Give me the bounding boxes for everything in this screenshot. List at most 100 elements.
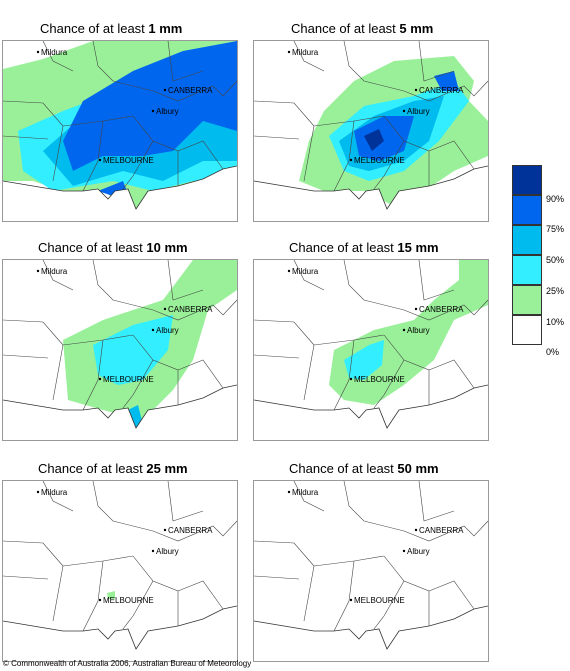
district-boundary: [3, 135, 49, 140]
city-label-mildura: Mildura: [292, 48, 319, 57]
district-boundary: [3, 319, 64, 401]
district-boundary: [383, 334, 430, 405]
city-label-albury: Albury: [156, 107, 179, 116]
district-boundary: [82, 339, 104, 411]
district-boundary: [92, 481, 237, 542]
legend-box-75: [512, 195, 542, 225]
district-boundary: [132, 334, 179, 405]
city-marker-canberra: [414, 307, 418, 311]
district-boundary: [254, 135, 300, 140]
city-label-mildura: Mildura: [41, 267, 68, 276]
city-marker-albury: [151, 328, 155, 332]
district-boundary: [333, 560, 355, 632]
district-boundary: [42, 260, 74, 291]
city-marker-canberra: [163, 307, 167, 311]
district-boundary: [383, 555, 430, 626]
coastline: [3, 605, 237, 650]
map-5mm-svg: Mildura CANBERRA Albury MELBOURNE: [254, 41, 488, 221]
city-marker-mildura: [287, 50, 291, 54]
probability-region: [434, 71, 459, 91]
district-boundary: [82, 120, 104, 192]
city-label-melbourne: MELBOURNE: [103, 375, 154, 384]
probability-region: [364, 129, 384, 151]
city-label-albury: Albury: [407, 326, 430, 335]
legend-box-0: [512, 315, 542, 345]
city-label-albury: Albury: [407, 547, 430, 556]
district-boundary: [167, 481, 204, 522]
city-marker-melbourne: [349, 377, 353, 381]
legend-box-50: [512, 225, 542, 255]
city-marker-melbourne: [349, 158, 353, 162]
city-label-canberra: CANBERRA: [419, 526, 464, 535]
sea-area: [3, 166, 237, 221]
legend-label-25: 25%: [546, 286, 565, 296]
map-10mm-svg: Mildura CANBERRA Albury MELBOURNE: [3, 260, 237, 440]
panel-title-15mm: Chance of at least 15 mm: [289, 240, 439, 255]
map-50mm: Mildura CANBERRA Albury MELBOURNE: [253, 480, 489, 662]
city-label-melbourne: MELBOURNE: [354, 156, 405, 165]
city-marker-mildura: [287, 269, 291, 273]
city-label-canberra: CANBERRA: [168, 86, 213, 95]
city-marker-mildura: [36, 490, 40, 494]
district-boundary: [3, 540, 64, 622]
city-marker-melbourne: [98, 158, 102, 162]
city-label-melbourne: MELBOURNE: [354, 596, 405, 605]
coastline: [254, 605, 488, 650]
city-label-mildura: Mildura: [41, 488, 68, 497]
district-boundary: [254, 319, 315, 401]
district-boundary: [343, 41, 488, 102]
copyright-notice: © Commonwealth of Australia 2006, Austra…: [3, 659, 252, 668]
city-marker-canberra: [163, 88, 167, 92]
district-boundary: [122, 140, 154, 190]
district-boundary: [428, 359, 475, 389]
city-label-mildura: Mildura: [41, 48, 68, 57]
coastline: [3, 384, 237, 429]
map-25mm: Mildura CANBERRA Albury MELBOURNE: [2, 480, 238, 662]
city-marker-melbourne: [98, 598, 102, 602]
coastline: [254, 384, 488, 429]
panel-title-50mm: Chance of at least 50 mm: [289, 461, 439, 476]
district-boundary: [177, 140, 224, 170]
district-boundary: [373, 580, 405, 630]
district-boundary: [418, 481, 455, 522]
sea-area: [3, 385, 237, 440]
district-boundary: [333, 339, 355, 411]
city-marker-canberra: [414, 88, 418, 92]
probability-region: [344, 340, 384, 380]
probability-region: [93, 315, 173, 385]
district-boundary: [3, 100, 64, 182]
city-label-melbourne: MELBOURNE: [103, 596, 154, 605]
map-50mm-svg: Mildura CANBERRA Albury MELBOURNE: [254, 481, 488, 661]
district-boundary: [293, 41, 325, 72]
city-marker-albury: [402, 328, 406, 332]
city-label-melbourne: MELBOURNE: [354, 375, 405, 384]
legend-label-75: 75%: [546, 224, 565, 234]
city-marker-canberra: [414, 528, 418, 532]
legend-label-10: 10%: [546, 317, 565, 327]
district-boundary: [428, 580, 475, 610]
probability-region: [63, 41, 237, 171]
panel-title-5mm: Chance of at least 5 mm: [291, 21, 434, 36]
district-boundary: [373, 140, 405, 190]
panel-title-1mm: Chance of at least 1 mm: [40, 21, 183, 36]
legend-label-0: 0%: [546, 347, 560, 357]
district-boundary: [82, 560, 104, 632]
district-boundary: [92, 260, 237, 321]
map-1mm: Mildura CANBERRA Albury MELBOURNE: [2, 40, 238, 222]
map-15mm-svg: Mildura CANBERRA Albury MELBOURNE: [254, 260, 488, 440]
city-marker-melbourne: [349, 598, 353, 602]
city-marker-melbourne: [98, 377, 102, 381]
sea-area: [254, 606, 488, 661]
district-boundary: [383, 115, 430, 186]
city-label-mildura: Mildura: [292, 267, 319, 276]
city-label-albury: Albury: [407, 107, 430, 116]
district-boundary: [333, 120, 355, 192]
district-boundary: [373, 359, 405, 409]
city-marker-mildura: [36, 269, 40, 273]
panel-title-25mm: Chance of at least 25 mm: [38, 461, 188, 476]
legend-label-90: 90%: [546, 194, 565, 204]
city-marker-albury: [151, 549, 155, 553]
district-boundary: [254, 100, 315, 182]
city-marker-albury: [402, 109, 406, 113]
map-25mm-svg: Mildura CANBERRA Albury MELBOURNE: [3, 481, 237, 661]
